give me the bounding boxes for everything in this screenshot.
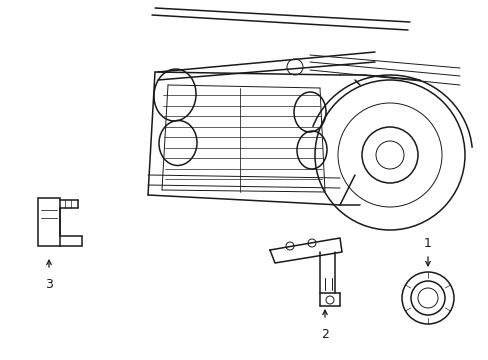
Text: 1: 1 <box>423 237 431 250</box>
Text: 2: 2 <box>321 328 328 341</box>
Text: 3: 3 <box>45 278 53 291</box>
Bar <box>38 198 60 246</box>
